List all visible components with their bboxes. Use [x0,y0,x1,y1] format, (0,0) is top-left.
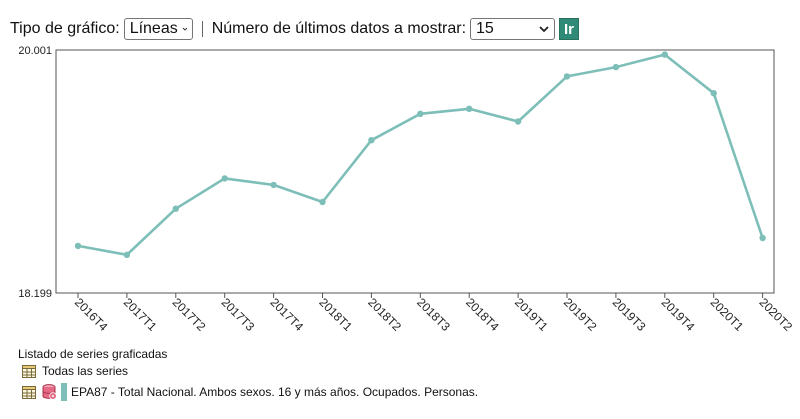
x-tick-label-2018T2: 2018T2 [365,295,404,334]
go-button[interactable]: Ir [559,18,580,40]
x-tick-label-2017T2: 2017T2 [170,295,209,334]
series-color-swatch [61,383,67,401]
line-chart: 20.001 18.199 2016T4 2017T1 2017T2 2017T3 20… [18,45,795,334]
legend-all-series[interactable]: Todas las series [22,364,128,378]
count-select[interactable]: 15 [470,18,556,40]
table-icon[interactable] [22,385,36,399]
x-tick-label-2018T4: 2018T4 [463,295,502,334]
data-point-2018T1[interactable] [319,198,326,206]
x-axis: 2016T4 2017T1 2017T2 2017T3 2017T4 2018T1 2018… [72,293,795,334]
count-label: Número de últimos datos a mostrar: [211,20,467,37]
chart-type-value: Líneas [129,20,178,37]
data-point-2019T2[interactable] [563,73,571,80]
toolbar-divider [201,21,203,37]
plot-frame [55,49,775,294]
x-tick-label-2017T4: 2017T4 [267,295,306,334]
legend-series-item: EPA87 - Total Nacional. Ambos sexos. 16 … [22,383,478,401]
database-icon[interactable] [42,384,57,400]
series-layer [74,51,766,258]
data-point-2019T4[interactable] [661,51,668,58]
x-tick-label-2018T3: 2018T3 [414,295,453,334]
data-point-2016T4[interactable] [74,242,82,250]
data-point-2018T4[interactable] [466,105,473,113]
data-point-2020T1[interactable] [710,90,717,97]
data-point-2019T1[interactable] [514,118,522,125]
data-point-2018T2[interactable] [368,137,375,144]
chevron-down-icon [539,26,549,33]
data-point-2018T3[interactable] [417,110,424,118]
data-point-2017T4[interactable] [270,181,277,189]
legend-title: Listado de series graficadas [18,347,168,361]
all-series-label: Todas las series [42,364,129,378]
x-tick-label-2020T1: 2020T1 [708,295,747,334]
data-point-2020T2[interactable] [759,234,766,242]
data-point-2019T3[interactable] [612,63,620,71]
y-tick-label-top: 20.001 [18,45,52,57]
x-tick-label-2017T3: 2017T3 [219,295,258,334]
count-value: 15 [476,20,494,37]
data-point-2017T2[interactable] [172,205,179,212]
x-tick-label-2016T4: 2016T4 [72,295,111,334]
x-tick-label-2019T3: 2019T3 [610,295,649,334]
chart-toolbar: Tipo de gráfico: Líneas Número de último… [10,17,580,41]
x-tick-label-2018T1: 2018T1 [316,295,355,334]
y-axis: 20.001 18.199 [18,45,52,300]
x-tick-label-2017T1: 2017T1 [121,295,160,334]
chart-type-select[interactable]: Líneas [123,18,193,40]
x-tick-label-2020T2: 2020T2 [756,295,795,334]
y-tick-label-bottom: 18.199 [18,288,52,300]
x-tick-label-2019T2: 2019T2 [561,295,600,334]
series-label: EPA87 - Total Nacional. Ambos sexos. 16 … [71,385,479,399]
x-tick-label-2019T1: 2019T1 [512,295,551,334]
data-point-2017T3[interactable] [221,175,228,182]
chart-type-label: Tipo de gráfico: [10,20,120,37]
data-point-2017T1[interactable] [123,251,131,258]
chevron-down-icon [182,27,188,31]
table-icon [22,364,36,378]
x-tick-label-2019T4: 2019T4 [659,295,698,334]
